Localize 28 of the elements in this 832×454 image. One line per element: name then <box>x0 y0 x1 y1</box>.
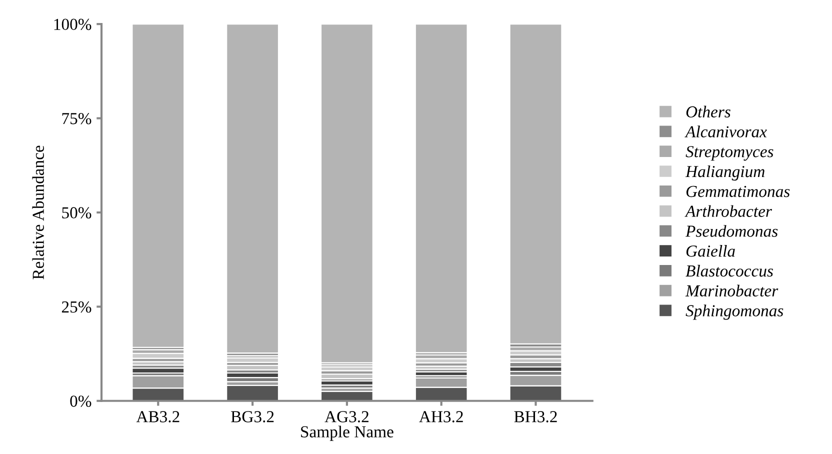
bar <box>509 24 562 345</box>
legend-label: Marinobacter <box>685 284 778 297</box>
y-tick-label: 100% <box>54 18 92 30</box>
x-tick-label: AG3.2 <box>324 411 368 422</box>
legend-label: Gaiella <box>686 245 735 257</box>
x-tick-label: BG3.2 <box>231 411 274 422</box>
y-tick-label: 25% <box>62 301 92 313</box>
legend-label: Others <box>686 106 730 118</box>
legend-label: Alcanivorax <box>684 126 767 138</box>
bar <box>414 24 468 354</box>
legend-label: Gemmatimonas <box>686 186 790 198</box>
y-tick-label: 0% <box>70 396 92 407</box>
legend-label: Streptomyces <box>686 146 774 161</box>
y-tick-label: 50% <box>62 207 92 218</box>
x-tick-label: AH3.2 <box>419 411 463 422</box>
legend-label: Sphingomonas <box>686 304 784 320</box>
bar <box>132 24 185 348</box>
bar <box>226 24 280 354</box>
legend-label: Pseudomonas <box>685 225 778 237</box>
x-tick-label: BH3.2 <box>514 411 557 422</box>
x-tick-label: AB3.2 <box>136 411 180 422</box>
x-axis-title: Sample Name <box>301 426 394 441</box>
legend-label: Blastococcus <box>686 264 773 277</box>
bar <box>320 24 374 364</box>
y-tick-label: 75% <box>62 112 92 124</box>
legend-label: Arthrobacter <box>684 205 772 217</box>
y-axis-title: Relative Abundance <box>32 146 44 280</box>
legend-label: Haliangium <box>685 165 764 181</box>
